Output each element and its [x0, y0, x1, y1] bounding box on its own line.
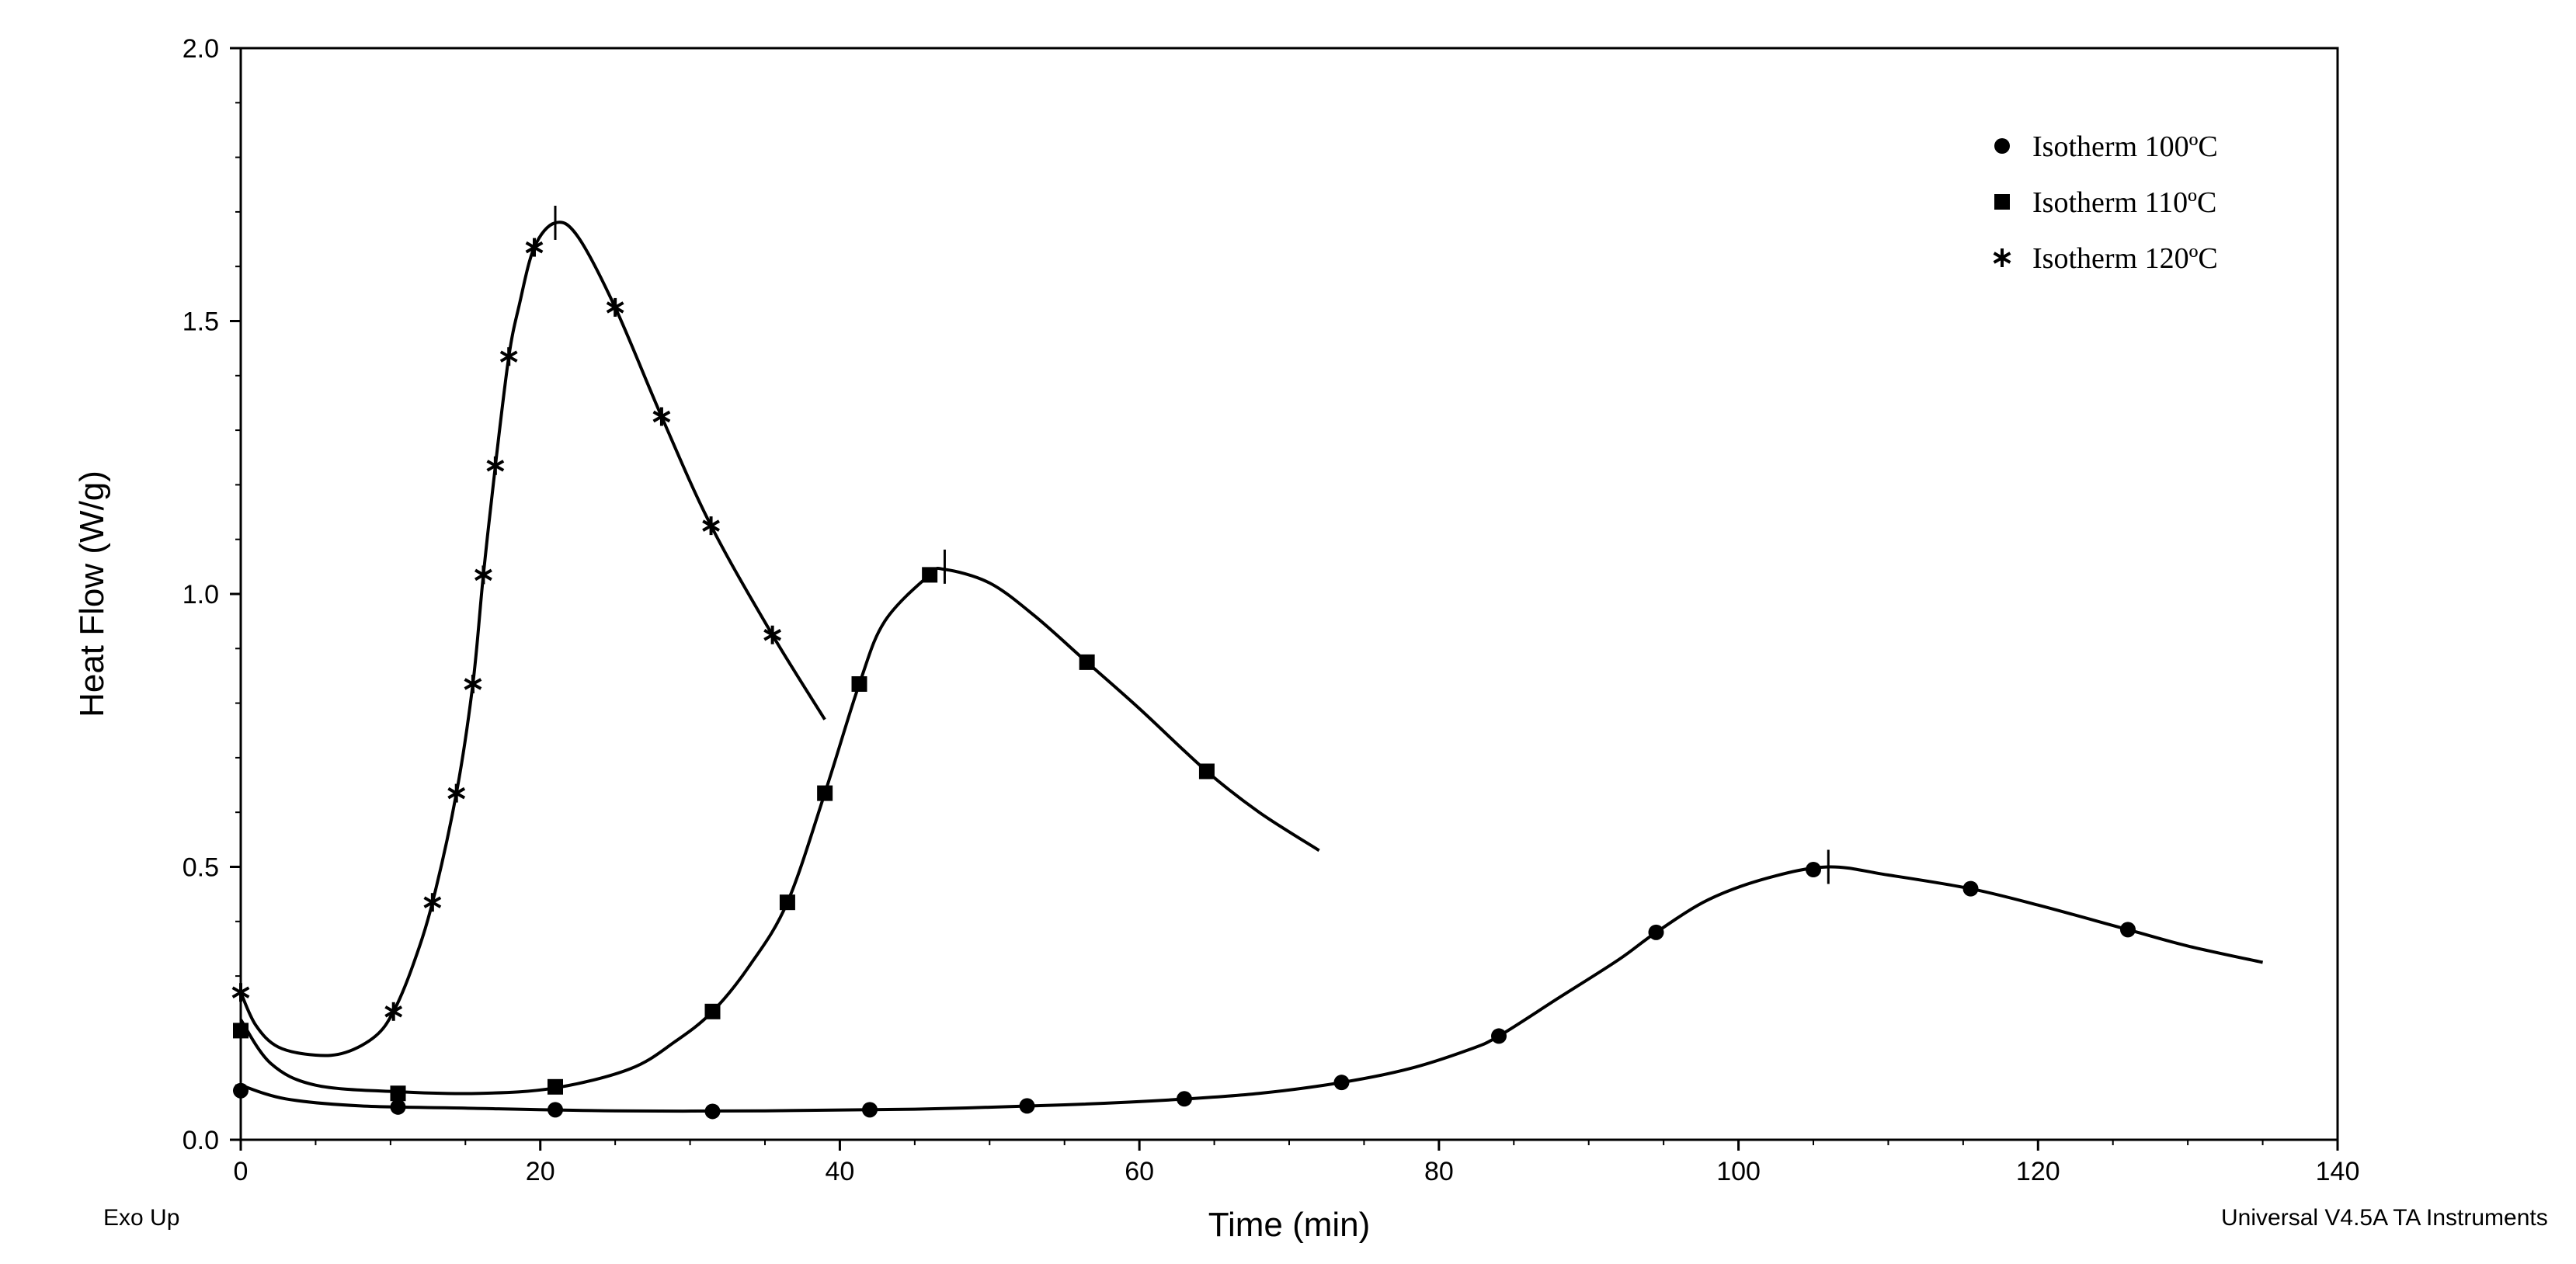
- data-point-circle: [704, 1103, 721, 1120]
- x-tick-label: 140: [2316, 1157, 2360, 1186]
- peak-markers: [554, 205, 1830, 884]
- data-point-star: [652, 407, 671, 426]
- data-point-circle: [1491, 1028, 1507, 1044]
- data-point-star: [231, 983, 250, 1002]
- y-tick-label: 2.0: [183, 34, 219, 64]
- series-line-star: [239, 221, 826, 1057]
- y-axis-ticks: 0.0 0.5 1.0 1.5 2.0: [183, 34, 241, 1155]
- data-point-square: [548, 1078, 563, 1095]
- data-point-circle: [548, 1102, 563, 1118]
- x-tick-label: 0: [234, 1157, 249, 1186]
- y-tick-label: 0.0: [183, 1126, 219, 1155]
- legend-item: Isotherm 120ºC: [1993, 242, 2218, 275]
- legend-label: Isotherm 100ºC: [2032, 130, 2218, 163]
- data-point-circle: [1333, 1075, 1350, 1091]
- data-point-square: [817, 785, 833, 801]
- x-tick-label: 60: [1125, 1157, 1154, 1186]
- x-axis-title: Time (min): [1208, 1206, 1371, 1244]
- data-point-star: [525, 238, 544, 257]
- legend-label: Isotherm 110ºC: [2032, 186, 2216, 219]
- data-point-circle: [862, 1102, 878, 1118]
- x-tick-label: 20: [526, 1157, 555, 1186]
- y-tick-label: 1.5: [183, 307, 219, 337]
- data-point-square: [1198, 763, 1215, 780]
- data-point-circle: [2120, 922, 2136, 938]
- data-point-star: [606, 297, 624, 317]
- y-tick-label: 0.5: [183, 853, 219, 883]
- legend-marker-star: [1993, 248, 2011, 267]
- data-point-square: [390, 1085, 406, 1102]
- data-point-circle: [1962, 880, 1979, 897]
- legend: Isotherm 100ºC Isotherm 110ºC Isotherm 120…: [1993, 130, 2218, 275]
- legend-item: Isotherm 100ºC: [1994, 130, 2218, 163]
- legend-marker-circle: [1994, 138, 2010, 154]
- data-point-circle: [1177, 1091, 1192, 1107]
- data-point-circle: [390, 1099, 406, 1115]
- x-tick-label: 80: [1424, 1157, 1454, 1186]
- y-axis-title: Heat Flow (W/g): [73, 471, 111, 717]
- exo-up-label: Exo Up: [103, 1205, 180, 1231]
- x-axis-ticks: 0 20 40 60 80 100 120 140: [234, 1140, 2360, 1186]
- data-point-circle: [233, 1082, 249, 1099]
- series-markers: [231, 238, 2136, 1120]
- y-tick-label: 1.0: [183, 580, 219, 609]
- data-point-star: [384, 1002, 403, 1021]
- data-point-star: [499, 347, 518, 366]
- series-curves: [239, 221, 2264, 1113]
- data-point-square: [779, 894, 795, 911]
- series-line-circle: [240, 865, 2264, 1113]
- data-point-star: [464, 674, 482, 693]
- data-point-star: [475, 565, 492, 585]
- data-point-star: [486, 456, 505, 475]
- data-point-square: [1079, 654, 1095, 670]
- x-tick-label: 100: [1716, 1157, 1761, 1186]
- data-point-star: [423, 893, 442, 912]
- data-point-circle: [1648, 924, 1664, 940]
- data-point-square: [233, 1023, 249, 1039]
- data-point-star: [702, 516, 720, 536]
- x-tick-label: 120: [2016, 1157, 2060, 1186]
- instrument-label: Universal V4.5A TA Instruments: [2221, 1205, 2548, 1231]
- data-point-circle: [1806, 862, 1821, 878]
- data-point-circle: [1019, 1098, 1035, 1114]
- legend-marker-square: [1994, 194, 2010, 210]
- data-point-square: [704, 1003, 721, 1019]
- data-point-star: [763, 625, 782, 644]
- data-point-square: [922, 567, 938, 583]
- data-point-star: [447, 783, 466, 803]
- legend-item: Isotherm 110ºC: [1994, 186, 2216, 219]
- legend-label: Isotherm 120ºC: [2032, 242, 2218, 275]
- x-tick-label: 40: [826, 1157, 855, 1186]
- data-point-square: [851, 675, 867, 692]
